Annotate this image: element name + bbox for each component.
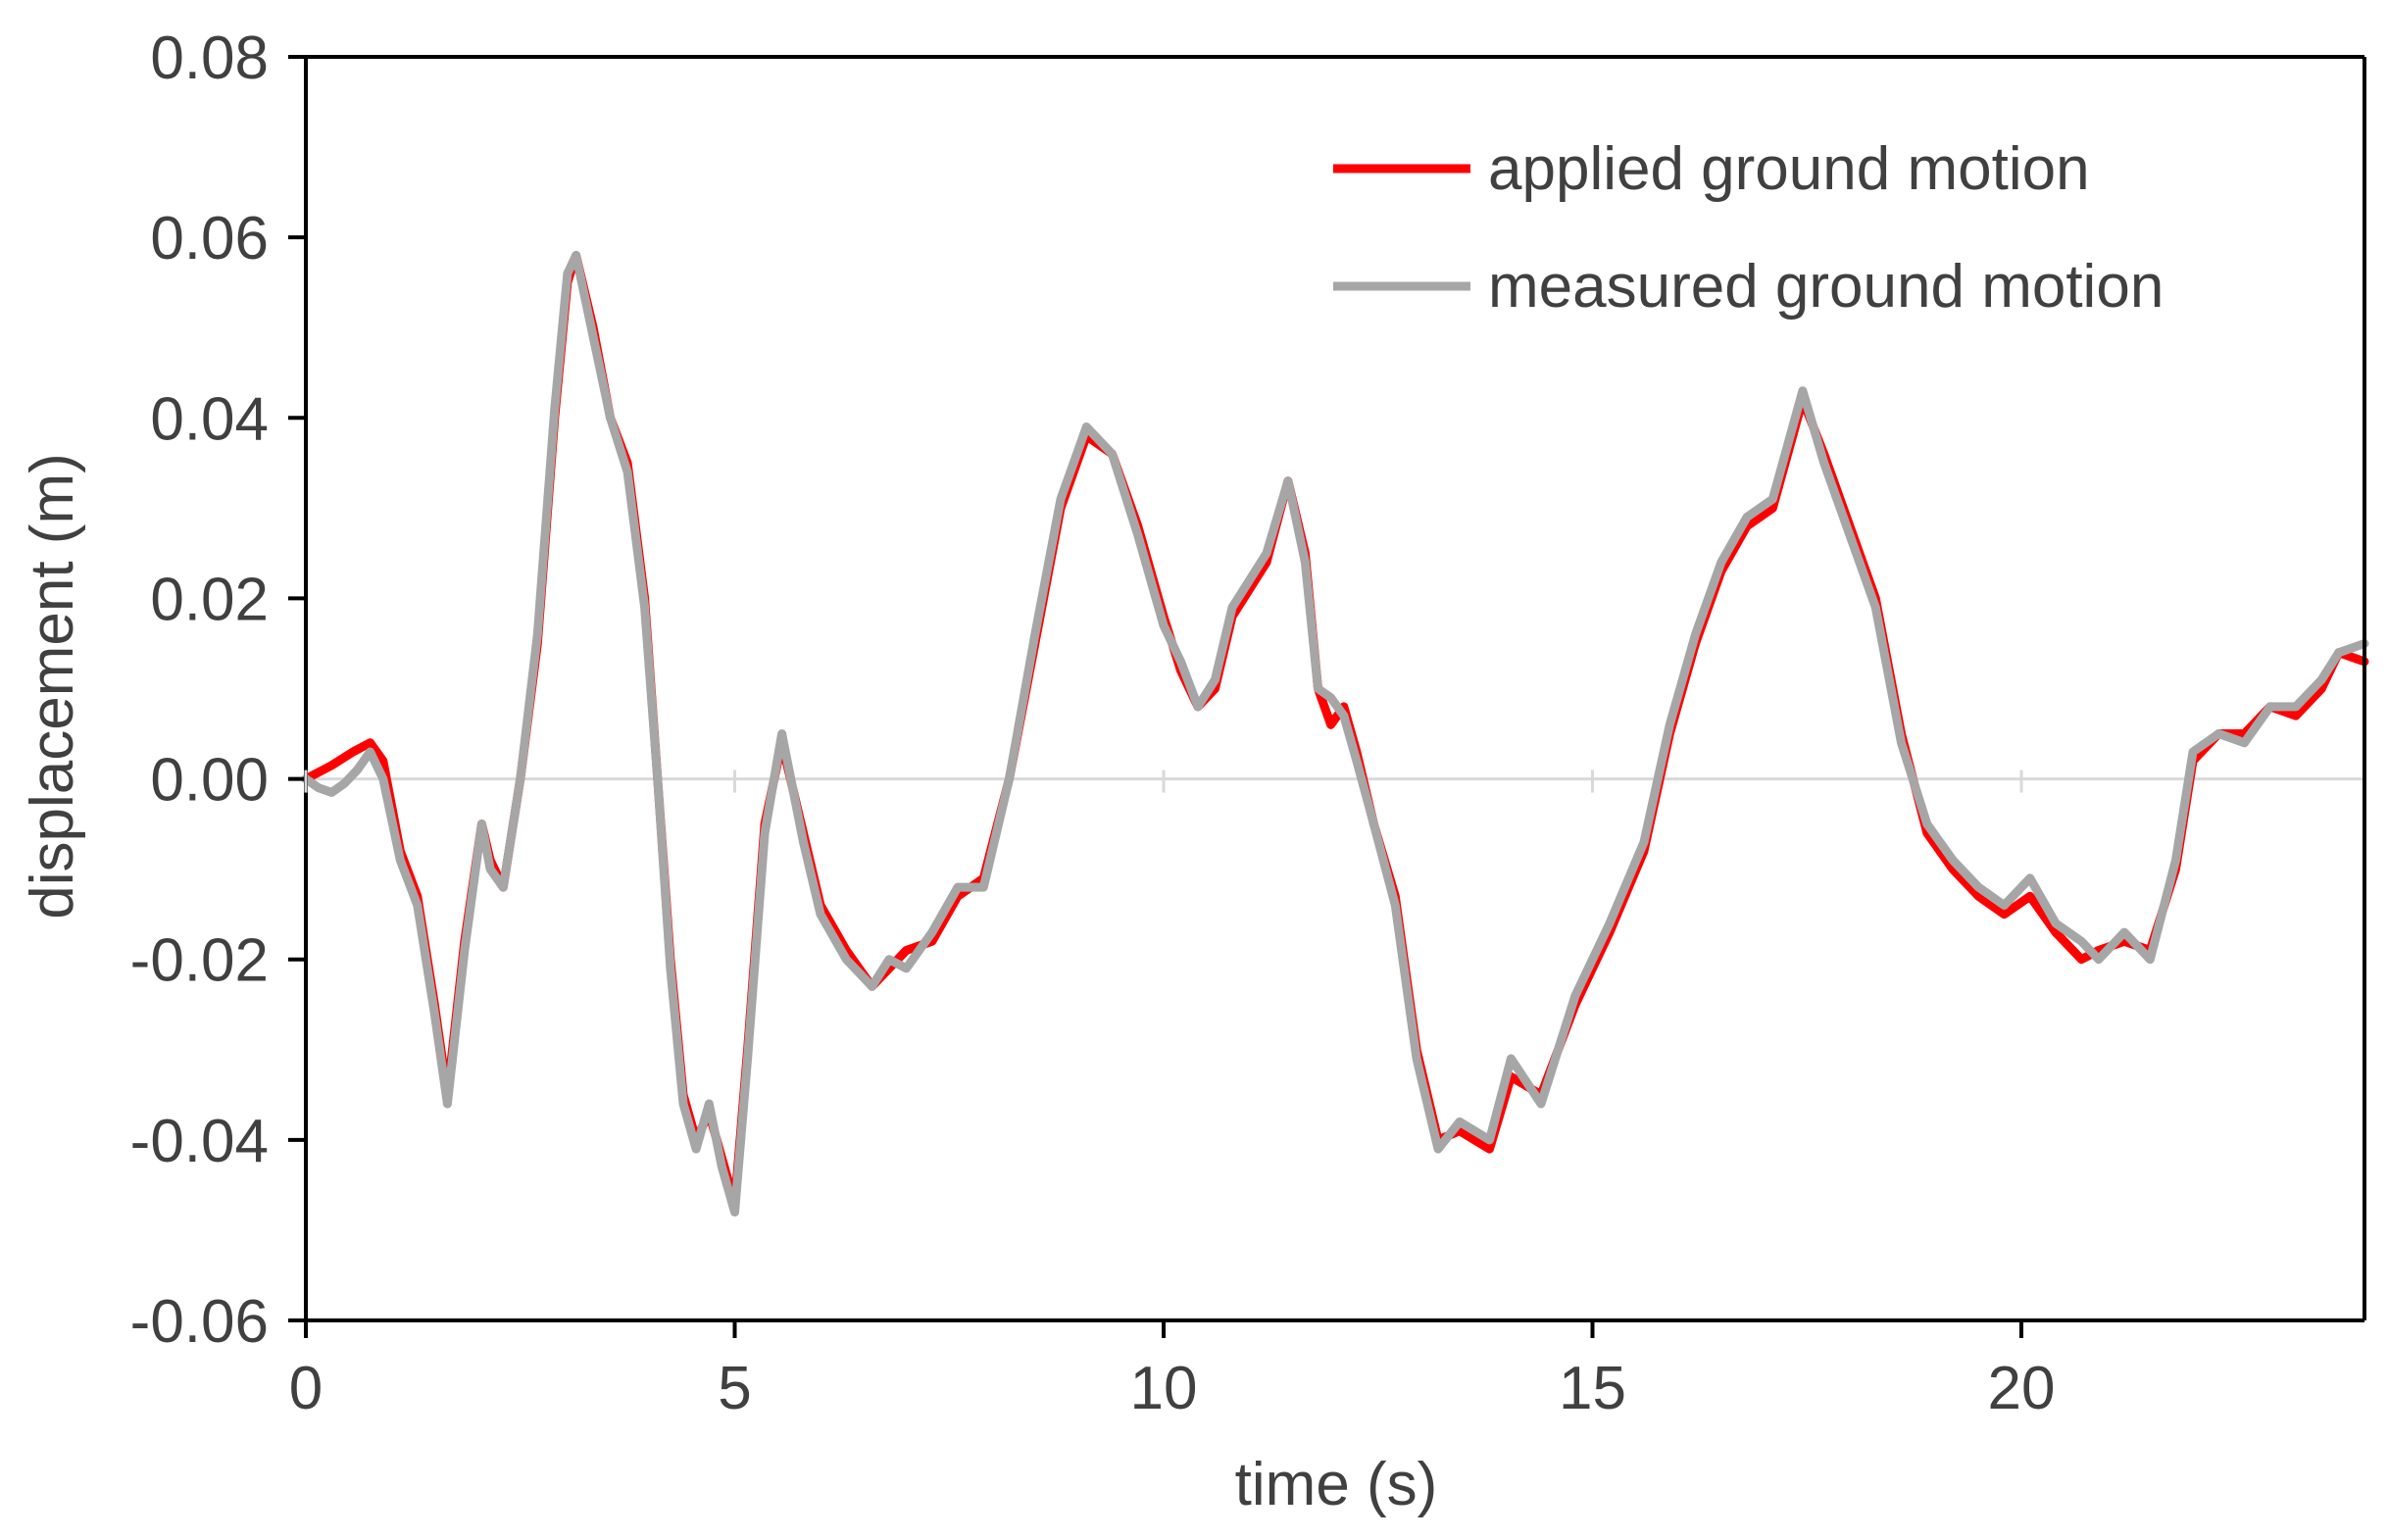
series-layer <box>301 251 2369 1217</box>
x-tick-label: 10 <box>1130 1355 1198 1422</box>
legend-label-measured: measured ground motion <box>1488 253 2164 321</box>
x-axis-title: time (s) <box>1235 1451 1438 1518</box>
y-tick-label: 0.08 <box>150 25 269 92</box>
ticks-layer: -0.06 -0.04 -0.02 0.00 0.02 0.04 0.06 0.08 0 5 10 1… <box>130 25 2056 1422</box>
y-tick-label: -0.06 <box>130 1288 269 1356</box>
x-tick-label: 20 <box>1988 1355 2056 1422</box>
legend: applied ground motion measured ground mo… <box>1333 135 2164 321</box>
x-tick-label: 0 <box>289 1355 323 1422</box>
axes-layer <box>304 55 2366 1322</box>
y-tick-label: 0.04 <box>150 385 269 453</box>
y-tick-label: 0.02 <box>150 566 269 633</box>
y-tick-label: 0.00 <box>150 747 269 815</box>
y-axis-title: displacement (m) <box>19 453 86 919</box>
x-tick-label: 15 <box>1559 1355 1626 1422</box>
x-tick-label: 5 <box>718 1355 751 1422</box>
series-line-measured-ground-motion <box>301 251 2369 1217</box>
legend-label-applied: applied ground motion <box>1488 135 2090 203</box>
y-tick-label: -0.04 <box>130 1108 269 1175</box>
y-tick-label: 0.06 <box>150 205 269 273</box>
series-line-applied-ground-motion <box>301 251 2369 1208</box>
y-tick-label: -0.02 <box>130 927 269 995</box>
